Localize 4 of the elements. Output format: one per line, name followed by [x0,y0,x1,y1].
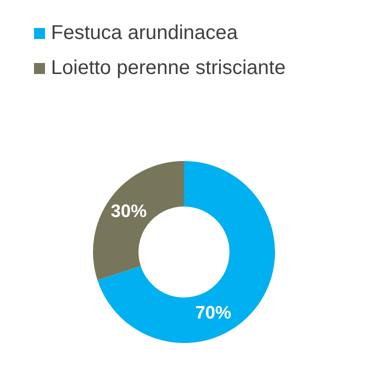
data-label: 70% [195,302,232,323]
legend-label: Festuca arundinacea [51,22,238,45]
data-label: 30% [110,200,147,221]
legend-label: Loietto perenne strisciante [51,57,286,80]
